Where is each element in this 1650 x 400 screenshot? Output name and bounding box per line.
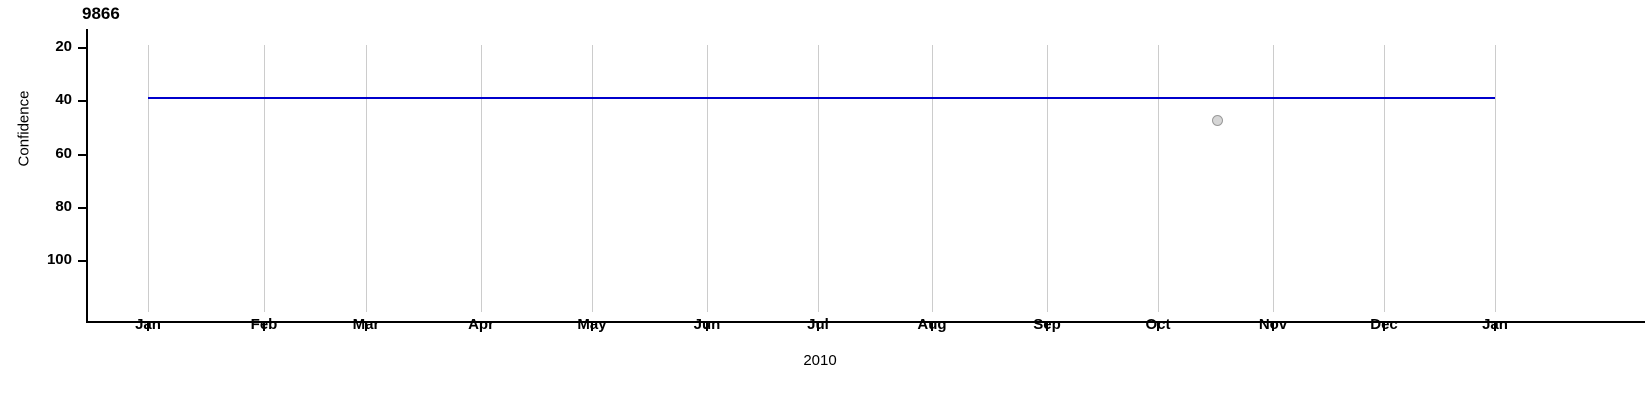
y-axis-tick <box>78 260 86 262</box>
x-axis-tick <box>706 323 708 331</box>
x-axis-tick-label: Jan <box>135 316 161 333</box>
gridline <box>264 45 265 312</box>
y-axis-tick-label: 60 <box>55 145 72 162</box>
gridline <box>1273 45 1274 312</box>
gridline <box>1495 45 1496 312</box>
x-axis-tick-label: Dec <box>1370 316 1398 333</box>
y-axis-tick-label: 40 <box>55 91 72 108</box>
y-axis-tick-label: 20 <box>55 38 72 55</box>
x-axis-tick <box>1383 323 1385 331</box>
x-axis-tick <box>365 323 367 331</box>
x-axis-line <box>86 321 1645 323</box>
x-axis-tick-label: Oct <box>1145 316 1171 333</box>
y-axis-line <box>86 29 88 322</box>
x-axis-tick <box>1272 323 1274 331</box>
gridline <box>1047 45 1048 312</box>
series-line-threshold <box>148 97 1495 99</box>
x-axis-tick <box>591 323 593 331</box>
x-axis-tick <box>1157 323 1159 331</box>
x-axis-tick <box>1494 323 1496 331</box>
y-axis-tick <box>78 154 86 156</box>
gridline <box>932 45 933 312</box>
x-axis-tick <box>931 323 933 331</box>
x-axis-tick-label: Aug <box>917 316 947 333</box>
y-axis-title: Confidence <box>15 90 33 167</box>
gridline <box>1384 45 1385 312</box>
y-axis-tick <box>78 47 86 49</box>
gridline <box>818 45 819 312</box>
chart-title: 9866 <box>82 4 120 23</box>
x-axis-tick-label: Sep <box>1033 316 1061 333</box>
x-axis-tick <box>817 323 819 331</box>
gridline <box>481 45 482 312</box>
gridline <box>1158 45 1159 312</box>
x-axis-tick-label: Feb <box>250 316 278 333</box>
x-axis-tick-label: Jan <box>1482 316 1508 333</box>
x-axis-title: 2010 <box>803 352 837 369</box>
data-point[interactable] <box>1212 115 1223 126</box>
x-axis-tick-label: Apr <box>468 316 494 333</box>
y-axis-tick-label: 80 <box>55 198 72 215</box>
x-axis-tick <box>1046 323 1048 331</box>
gridline <box>148 45 149 312</box>
x-axis-tick-label: Mar <box>352 316 380 333</box>
x-axis-tick-label: May <box>577 316 607 333</box>
x-axis-tick <box>147 323 149 331</box>
gridline <box>707 45 708 312</box>
gridline <box>366 45 367 312</box>
x-axis-tick-label: Jun <box>693 316 721 333</box>
y-axis-tick-label: 100 <box>46 251 72 268</box>
x-axis-tick-label: Jul <box>807 316 829 333</box>
gridline <box>592 45 593 312</box>
y-axis-tick <box>78 207 86 209</box>
y-axis-tick <box>78 100 86 102</box>
x-axis-tick-label: Nov <box>1258 316 1288 333</box>
x-axis-tick <box>263 323 265 331</box>
x-axis-tick <box>480 323 482 331</box>
